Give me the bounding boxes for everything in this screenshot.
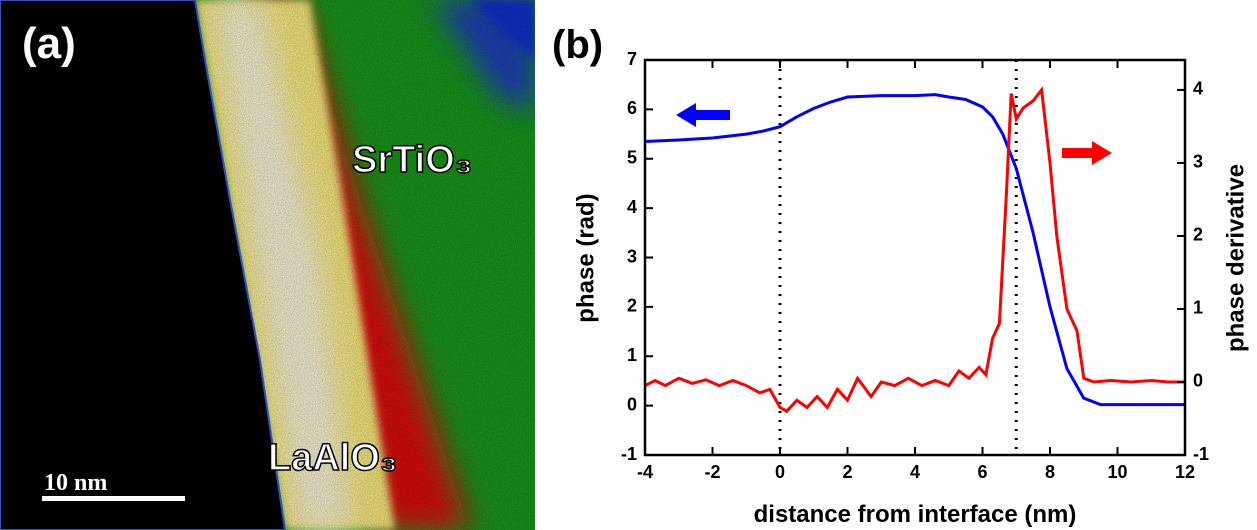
y-tick-label: 0 <box>627 394 637 414</box>
y-tick-label: -1 <box>621 444 637 464</box>
x-tick-label: 0 <box>775 462 785 482</box>
y2-tick-label: 1 <box>1193 298 1203 318</box>
y-tick-label: 4 <box>627 197 637 217</box>
axis-arrow <box>1062 141 1112 165</box>
y2-axis-label: phase derivative <box>1222 164 1249 352</box>
x-tick-label: 4 <box>910 462 920 482</box>
x-tick-label: 6 <box>977 462 987 482</box>
y-tick-label: 6 <box>627 98 637 118</box>
x-tick-label: -2 <box>704 462 720 482</box>
scale-bar <box>42 496 185 501</box>
micrograph <box>0 0 535 530</box>
y2-tick-label: 4 <box>1193 79 1203 99</box>
x-tick-label: 8 <box>1045 462 1055 482</box>
scale-bar-label: 10 nm <box>44 470 107 496</box>
y-tick-label: 2 <box>627 296 637 316</box>
x-axis-label: distance from interface (nm) <box>754 501 1077 528</box>
y2-tick-label: -1 <box>1193 444 1209 464</box>
panel-label: (b) <box>552 23 603 67</box>
y2-tick-label: 2 <box>1193 225 1203 245</box>
x-tick-label: 12 <box>1175 462 1195 482</box>
y-tick-label: 7 <box>627 49 637 69</box>
y-axis-label: phase (rad) <box>572 193 599 322</box>
x-tick-label: 10 <box>1107 462 1127 482</box>
y2-tick-label: 0 <box>1193 371 1203 391</box>
annotation: SrTiO₃ <box>352 139 472 181</box>
y-tick-label: 3 <box>627 246 637 266</box>
x-tick-label: 2 <box>842 462 852 482</box>
y-tick-label: 5 <box>627 148 637 168</box>
data-line <box>644 93 1185 407</box>
annotation: LaAlO₃ <box>268 437 397 479</box>
y2-tick-label: 3 <box>1193 152 1203 172</box>
axis-arrow <box>676 103 730 127</box>
panel-label: (a) <box>22 19 76 68</box>
x-tick-label: -4 <box>637 462 653 482</box>
y-tick-label: 1 <box>627 345 637 365</box>
data-line <box>644 86 1185 414</box>
